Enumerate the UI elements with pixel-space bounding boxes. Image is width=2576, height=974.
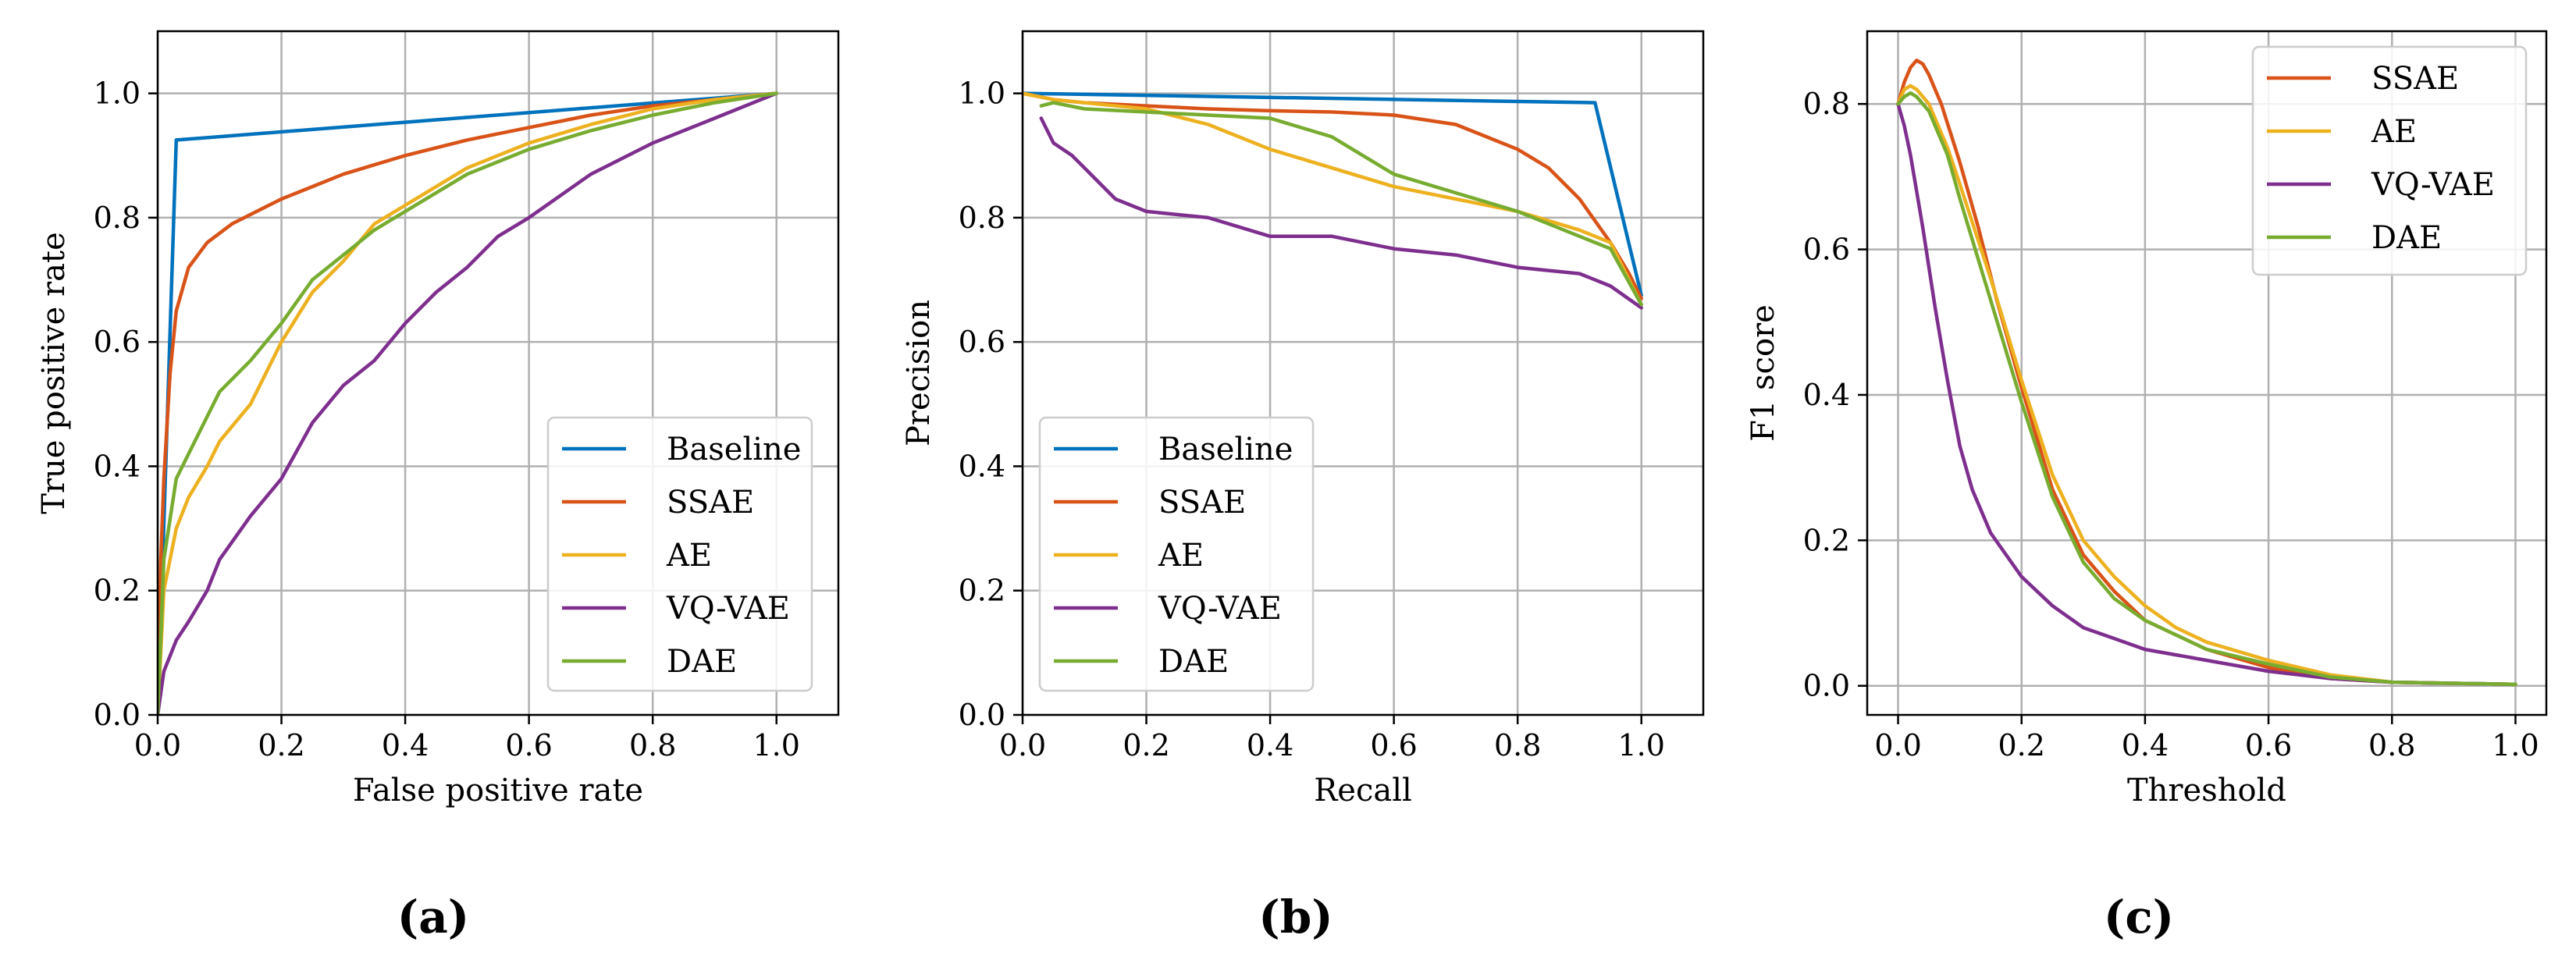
series-line-ssae <box>1023 91 1643 300</box>
y-tick-label: 0.2 <box>94 574 141 608</box>
series-line-ae <box>1896 84 2517 687</box>
legend: Baseline SSAE AE VQ-VAE DAE <box>546 416 813 692</box>
y-tick-label: 0.4 <box>94 449 141 483</box>
legend-label-vq-vae: VQ-VAE <box>2371 167 2495 203</box>
x-tick-label: 0.0 <box>1874 728 1921 762</box>
y-tick-label: 0.6 <box>94 325 141 359</box>
y-tick-label: 0.8 <box>1803 87 1850 121</box>
y-tick-label: 0.4 <box>959 449 1005 483</box>
x-tick-label: 0.0 <box>134 728 181 762</box>
legend-label-ae: AE <box>1158 538 1204 574</box>
x-tick-label: 0.4 <box>1247 728 1293 762</box>
series-group <box>1023 91 1643 310</box>
series-line-dae <box>158 91 778 715</box>
series-group <box>158 91 778 715</box>
series-line-ae <box>158 91 778 715</box>
x-axis-label: Recall <box>1314 773 1412 809</box>
y-tick-label: 1.0 <box>959 76 1005 111</box>
series-line-ae <box>1023 91 1643 307</box>
legend-box <box>2251 45 2528 276</box>
legend-label-vq-vae: VQ-VAE <box>666 591 790 627</box>
y-tick-label: 0.8 <box>959 201 1005 235</box>
legend-label-baseline: Baseline <box>1158 432 1293 467</box>
x-tick-label: 0.2 <box>1123 728 1169 762</box>
y-tick-label: 0.0 <box>1803 669 1850 703</box>
x-tick-label: 0.2 <box>258 728 304 762</box>
chart-panel-c: 0.0 0.2 0.4 0.6 0.8 1.0 0.0 0.2 0.4 0.6 0.8 Thresho… <box>1745 30 2548 944</box>
plot-frame <box>1021 30 1705 716</box>
y-tick-label: 0.2 <box>1803 523 1850 557</box>
y-tick-label: 0.6 <box>959 325 1005 359</box>
series-group <box>1896 59 2517 687</box>
legend-label-ae: AE <box>666 538 712 574</box>
x-tick-label: 0.4 <box>382 728 429 762</box>
series-line-dae <box>1896 91 2517 687</box>
y-axis-label: True positive rate <box>36 232 72 514</box>
panel-label: (c) <box>2104 890 2174 944</box>
chart-panel-a: 0.0 0.2 0.4 0.6 0.8 1.0 0.0 0.2 0.4 0.6 0.8 1.0 Fals… <box>36 30 840 944</box>
y-tick-label: 0.4 <box>1803 378 1850 412</box>
chart-panel-b: 0.0 0.2 0.4 0.6 0.8 1.0 0.0 0.2 0.4 0.6 0.8 1.0 Reca… <box>901 30 1705 944</box>
x-tick-label: 1.0 <box>753 728 800 762</box>
y-tick-label: 0.6 <box>1803 233 1850 267</box>
legend: SSAE AE VQ-VAE DAE <box>2251 45 2528 276</box>
series-line-vq-vae <box>1039 116 1643 310</box>
panel-label: (b) <box>1258 890 1332 944</box>
x-tick-label: 0.8 <box>2368 728 2415 762</box>
y-tick-label: 0.0 <box>959 698 1005 732</box>
x-axis-label: False positive rate <box>353 773 643 809</box>
x-tick-label: 0.0 <box>999 728 1046 762</box>
legend-label-ssae: SSAE <box>2371 61 2459 97</box>
legend-label-dae: DAE <box>2371 220 2442 256</box>
series-line-vq-vae <box>1896 101 2517 687</box>
plot-frame <box>1866 30 2548 716</box>
series-line-ssae <box>158 91 778 715</box>
y-tick-label: 0.0 <box>94 698 141 732</box>
x-tick-label: 0.6 <box>505 728 552 762</box>
legend-label-dae: DAE <box>1158 644 1229 680</box>
x-tick-label: 0.6 <box>2245 728 2292 762</box>
legend-label-dae: DAE <box>667 644 737 680</box>
legend-label-baseline: Baseline <box>667 432 801 467</box>
x-tick-label: 0.8 <box>1494 728 1541 762</box>
panel-label: (a) <box>397 890 469 944</box>
x-tick-label: 1.0 <box>1618 728 1665 762</box>
x-tick-label: 0.8 <box>629 728 676 762</box>
legend-label-ssae: SSAE <box>667 485 754 521</box>
x-tick-label: 0.6 <box>1370 728 1417 762</box>
y-axis-label: Precision <box>901 300 937 446</box>
y-tick-label: 0.2 <box>959 574 1005 608</box>
legend: Baseline SSAE AE VQ-VAE DAE <box>1038 416 1315 692</box>
x-tick-label: 1.0 <box>2492 728 2539 762</box>
y-axis-label: F1 score <box>1745 304 1781 442</box>
series-line-ssae <box>1896 59 2517 687</box>
x-tick-label: 0.4 <box>2122 728 2169 762</box>
series-line-dae <box>1039 101 1643 307</box>
legend-box <box>1038 416 1315 692</box>
series-line-baseline <box>1023 91 1643 297</box>
series-line-vq-vae <box>158 91 778 715</box>
y-tick-label: 0.8 <box>94 201 141 235</box>
legend-box <box>546 416 813 692</box>
plot-frame <box>156 30 840 716</box>
x-axis-label: Threshold <box>2127 773 2286 809</box>
legend-label-ae: AE <box>2371 114 2417 150</box>
x-tick-label: 0.2 <box>1998 728 2045 762</box>
legend-label-ssae: SSAE <box>1158 485 1246 521</box>
legend-label-vq-vae: VQ-VAE <box>1158 591 1282 627</box>
y-tick-label: 1.0 <box>94 76 141 111</box>
